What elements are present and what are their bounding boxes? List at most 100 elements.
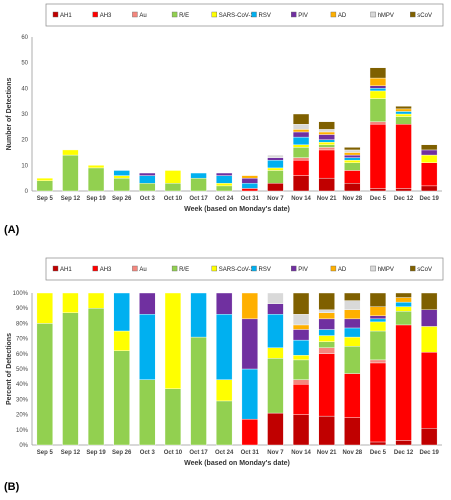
bar-segment: [113, 175, 130, 179]
x-tick-label: Nov 21: [317, 450, 337, 456]
y-tick-label: 40: [21, 86, 28, 92]
legend-swatch: [251, 265, 257, 272]
x-tick-label: Nov 21: [317, 196, 337, 202]
bar-segment: [190, 336, 207, 446]
y-tick-label: 60%: [16, 352, 29, 358]
bar-segment: [292, 359, 310, 380]
bar-segment: [241, 188, 258, 192]
legend-swatch: [92, 265, 98, 272]
x-tick-label: Sep 5: [37, 196, 54, 202]
bar-segment: [292, 159, 310, 176]
bar-segment: [369, 441, 387, 446]
bar-segment: [421, 185, 438, 192]
bar-segment: [344, 162, 361, 171]
bar-segment: [318, 415, 335, 446]
bar-segment: [216, 185, 233, 192]
bar-segment: [344, 373, 361, 418]
bar-segment: [369, 306, 387, 316]
legend-label: Au: [139, 267, 146, 273]
x-tick-label: Dec 5: [370, 450, 387, 456]
legend-swatch: [251, 11, 257, 18]
bar-segment: [164, 183, 182, 192]
bar-segment: [292, 329, 310, 341]
bar-segment: [216, 172, 233, 176]
legend-swatch: [370, 265, 376, 272]
y-tick-label: 100%: [13, 291, 29, 297]
bar-segment: [241, 318, 258, 370]
x-tick-label: Nov 28: [342, 196, 362, 202]
bar-segment: [216, 175, 233, 184]
legend-label: RSV: [259, 13, 271, 19]
bar-segment: [395, 324, 412, 441]
bar-segment: [292, 147, 310, 158]
bar-segment: [318, 144, 335, 148]
bar-segment: [421, 309, 438, 327]
bar-segment: [344, 300, 361, 310]
x-tick-label: Oct 31: [241, 196, 260, 202]
bar-segment: [113, 177, 130, 192]
x-tick-label: Sep 19: [86, 196, 106, 202]
bar-segment: [395, 124, 412, 189]
x-tick-label: Dec 12: [394, 196, 414, 202]
bar-segment: [344, 170, 361, 184]
bar-segment: [369, 315, 387, 320]
legend-swatch: [211, 265, 218, 272]
bar-segment: [395, 297, 412, 303]
bar-segment: [421, 428, 438, 446]
bar-segment: [318, 309, 335, 313]
bar-segment: [395, 111, 412, 115]
y-tick-label: 30%: [16, 397, 29, 403]
x-tick-label: Oct 17: [189, 450, 208, 456]
bar-segment: [369, 330, 387, 361]
y-axis-label: Number of Detections: [6, 78, 13, 151]
bar-segment: [395, 306, 412, 312]
bar-segment: [267, 358, 284, 414]
legend-label: AH1: [60, 13, 72, 19]
bar-segment: [292, 384, 310, 415]
legend-label: AD: [338, 13, 347, 19]
bar-segment: [241, 368, 258, 420]
bar-segment: [164, 388, 182, 446]
legend-swatch: [330, 265, 337, 272]
y-tick-label: 60: [21, 35, 28, 41]
bar-segment: [395, 188, 412, 192]
x-tick-label: Oct 3: [140, 196, 156, 202]
x-tick-label: Nov 14: [291, 196, 311, 202]
x-tick-label: Sep 12: [61, 450, 81, 456]
legend-label: AH3: [100, 267, 112, 273]
bar-segment: [344, 318, 361, 329]
bar-segment: [216, 400, 233, 446]
bar-segment: [344, 292, 361, 301]
bar-segment: [318, 292, 335, 310]
bar-segment: [292, 414, 310, 446]
bar-segment: [62, 292, 79, 313]
bar-segment: [267, 303, 284, 315]
bar-segment: [241, 175, 258, 179]
bar-segment: [369, 67, 387, 79]
legend-box: [45, 257, 444, 281]
bar-segment: [395, 440, 412, 446]
bar-segment: [267, 347, 284, 359]
bar-segment: [164, 292, 182, 389]
legend-label: sCoV: [417, 13, 432, 19]
y-tick-label: 70%: [16, 337, 29, 343]
bar-segment: [139, 292, 156, 315]
bar-segment: [113, 170, 130, 176]
bar-segment: [292, 339, 310, 356]
bar-segment: [216, 314, 233, 380]
y-tick-label: 20: [21, 138, 28, 144]
y-tick-label: 50%: [16, 367, 29, 373]
bar-segment: [216, 183, 233, 187]
bar-segment: [318, 134, 335, 140]
bar-segment: [292, 355, 310, 361]
x-tick-label: Oct 24: [215, 450, 234, 456]
legend-box: [45, 3, 444, 27]
bar-segment: [267, 412, 284, 446]
bar-segment: [318, 312, 335, 320]
bar-segment: [292, 379, 310, 385]
legend-label: SARS-CoV-2: [219, 267, 255, 273]
bar-segment: [87, 308, 105, 446]
legend-swatch: [52, 265, 59, 272]
bar-segment: [36, 177, 53, 181]
bar-segment: [318, 131, 335, 135]
